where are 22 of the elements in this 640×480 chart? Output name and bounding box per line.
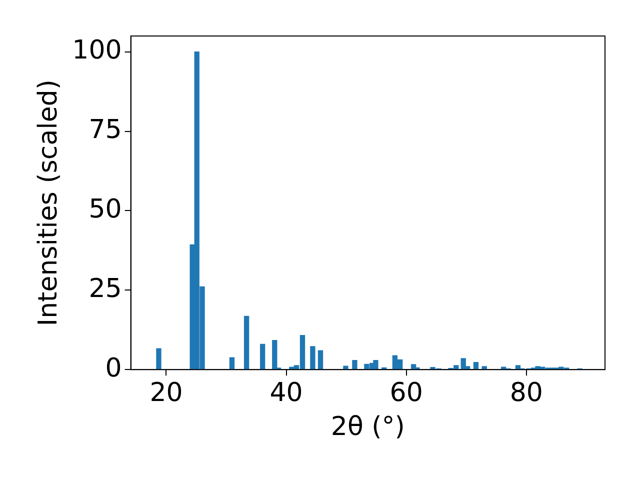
x-tick-label: 80 — [510, 378, 543, 408]
x-tick-label: 40 — [270, 378, 303, 408]
bar — [473, 362, 479, 370]
bar — [310, 346, 316, 370]
y-tick-label: 25 — [88, 274, 122, 304]
bar — [260, 344, 266, 370]
bar — [229, 357, 235, 370]
bar — [318, 350, 324, 370]
y-tick-label: 100 — [72, 36, 122, 66]
y-tick-label: 50 — [88, 194, 122, 224]
x-tick-label: 60 — [390, 378, 423, 408]
y-axis-title: Intensities (scaled) — [33, 80, 64, 326]
bar — [156, 348, 162, 370]
y-tick-label: 75 — [88, 115, 122, 146]
x-axis-title: 2θ (°) — [330, 412, 405, 442]
bar — [364, 364, 370, 370]
bar — [352, 360, 358, 370]
bar — [373, 360, 378, 370]
bar — [272, 340, 278, 370]
bar — [244, 316, 250, 370]
y-tick-label: 0 — [105, 353, 122, 384]
x-tick-label: 20 — [150, 378, 183, 408]
